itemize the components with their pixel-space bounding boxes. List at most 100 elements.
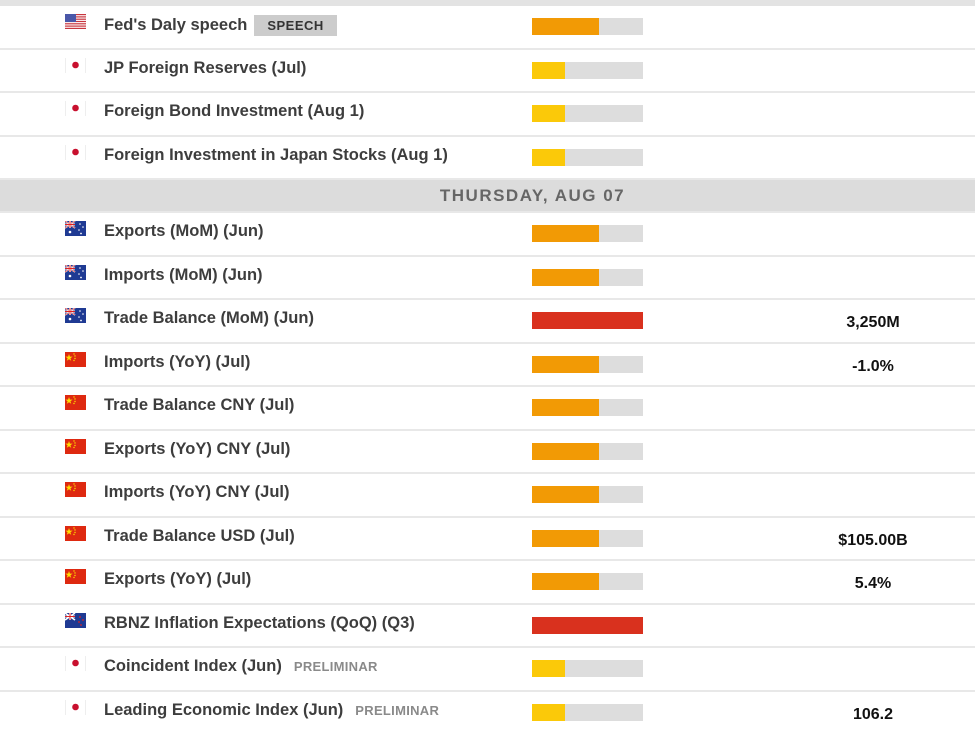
event-title-wrap: Imports (YoY) (Jul) bbox=[104, 353, 250, 372]
event-value: $105.00B bbox=[838, 531, 908, 549]
cn-flag-icon bbox=[65, 438, 86, 454]
impact-meter-medium bbox=[532, 573, 643, 590]
impact-meter-medium bbox=[532, 399, 643, 416]
date-header-label: THURSDAY, AUG 07 bbox=[439, 186, 626, 205]
nz-flag-icon bbox=[64, 611, 86, 628]
event-title[interactable]: Foreign Investment in Japan Stocks (Aug … bbox=[104, 145, 448, 164]
event-title[interactable]: Fed's Daly speech bbox=[104, 16, 248, 34]
impact-meter-low bbox=[532, 105, 643, 122]
impact-meter-fill bbox=[532, 529, 599, 547]
event-row[interactable]: Imports (MoM) (Jun) bbox=[0, 256, 975, 300]
event-row[interactable]: Trade Balance USD (Jul) $105.00B bbox=[0, 517, 975, 561]
jp-flag-icon bbox=[65, 101, 86, 116]
event-row[interactable]: Leading Economic Index (Jun) PRELIMINAR … bbox=[0, 691, 975, 732]
us-flag-icon bbox=[65, 14, 86, 29]
impact-meter-fill bbox=[532, 616, 643, 634]
event-title[interactable]: Foreign Bond Investment (Aug 1) bbox=[104, 102, 365, 120]
event-value: 5.4% bbox=[854, 575, 892, 592]
event-row[interactable]: RBNZ Inflation Expectations (QoQ) (Q3) bbox=[0, 604, 975, 648]
cn-flag-icon bbox=[65, 482, 86, 497]
event-row[interactable]: Exports (MoM) (Jun) bbox=[0, 213, 975, 257]
jp-flag-icon bbox=[65, 656, 86, 671]
impact-meter-medium bbox=[532, 268, 643, 286]
jp-flag-icon bbox=[65, 699, 86, 715]
event-list-wednesday: Fed's Daly speech SPEECH JP Foreign Rese… bbox=[0, 6, 975, 180]
cn-flag-icon bbox=[65, 395, 86, 410]
cn-flag-icon bbox=[65, 525, 86, 541]
event-list-thursday: Exports (MoM) (Jun) Imports (MoM) (Jun) … bbox=[0, 213, 975, 732]
impact-meter-medium bbox=[532, 18, 643, 35]
event-title[interactable]: Trade Balance CNY (Jul) bbox=[104, 396, 295, 414]
event-title-wrap: Coincident Index (Jun) PRELIMINAR bbox=[104, 657, 378, 676]
impact-meter-fill bbox=[532, 399, 599, 416]
event-title-wrap: Trade Balance (MoM) (Jun) bbox=[104, 309, 314, 328]
impact-meter-fill bbox=[532, 105, 566, 122]
preliminary-badge: PRELIMINAR bbox=[293, 659, 378, 674]
event-title[interactable]: Exports (YoY) (Jul) bbox=[104, 570, 252, 588]
event-value: 106.2 bbox=[852, 705, 894, 723]
event-title[interactable]: RBNZ Inflation Expectations (QoQ) (Q3) bbox=[104, 613, 415, 632]
impact-meter-fill bbox=[532, 703, 566, 721]
impact-meter-low bbox=[532, 148, 643, 166]
event-row[interactable]: Imports (YoY) CNY (Jul) bbox=[0, 474, 975, 518]
event-row[interactable]: Exports (YoY) (Jul) 5.4% bbox=[0, 561, 975, 605]
impact-meter-medium bbox=[532, 355, 643, 373]
event-row[interactable]: Foreign Investment in Japan Stocks (Aug … bbox=[0, 136, 975, 180]
impact-meter-high bbox=[532, 616, 643, 634]
event-title[interactable]: JP Foreign Reserves (Jul) bbox=[104, 58, 307, 77]
date-header: THURSDAY, AUG 07 bbox=[0, 180, 975, 213]
event-title[interactable]: Imports (YoY) CNY (Jul) bbox=[104, 483, 290, 501]
impact-meter-low bbox=[532, 660, 643, 677]
event-title[interactable]: Coincident Index (Jun) bbox=[104, 657, 282, 675]
event-title-wrap: RBNZ Inflation Expectations (QoQ) (Q3) bbox=[104, 614, 415, 633]
au-flag-icon bbox=[64, 307, 86, 323]
event-title-wrap: Foreign Bond Investment (Aug 1) bbox=[104, 102, 364, 121]
event-title[interactable]: Exports (MoM) (Jun) bbox=[104, 222, 264, 240]
impact-meter-fill bbox=[532, 268, 599, 286]
event-title-wrap: Fed's Daly speech SPEECH bbox=[104, 15, 337, 36]
event-title[interactable]: Trade Balance (MoM) (Jun) bbox=[104, 309, 314, 327]
jp-flag-icon bbox=[65, 144, 86, 160]
event-title-wrap: Exports (YoY) CNY (Jul) bbox=[104, 440, 290, 459]
event-title[interactable]: Trade Balance USD (Jul) bbox=[104, 526, 295, 545]
event-row[interactable]: JP Foreign Reserves (Jul) bbox=[0, 49, 975, 93]
impact-meter-medium bbox=[532, 486, 643, 503]
event-title-wrap: Trade Balance CNY (Jul) bbox=[104, 396, 294, 415]
event-row[interactable]: Foreign Bond Investment (Aug 1) bbox=[0, 93, 975, 137]
au-flag-icon bbox=[64, 263, 86, 280]
event-row[interactable]: Imports (YoY) (Jul) -1.0% bbox=[0, 343, 975, 387]
event-row[interactable]: Trade Balance (MoM) (Jun) 3,250M bbox=[0, 300, 975, 344]
preliminary-badge: PRELIMINAR bbox=[355, 702, 440, 718]
event-row[interactable]: Fed's Daly speech SPEECH bbox=[0, 6, 975, 50]
event-title[interactable]: Imports (YoY) (Jul) bbox=[104, 352, 251, 371]
event-title-wrap: Leading Economic Index (Jun) PRELIMINAR bbox=[104, 701, 439, 720]
event-value: -1.0% bbox=[852, 357, 894, 375]
impact-meter-fill bbox=[532, 312, 643, 329]
impact-meter-fill bbox=[532, 660, 566, 677]
event-row[interactable]: Trade Balance CNY (Jul) bbox=[0, 387, 975, 431]
event-title-wrap: Foreign Investment in Japan Stocks (Aug … bbox=[104, 146, 448, 165]
impact-meter-low bbox=[532, 61, 643, 79]
event-title-wrap: JP Foreign Reserves (Jul) bbox=[104, 59, 306, 78]
impact-meter-medium bbox=[532, 529, 643, 547]
impact-meter-fill bbox=[532, 573, 599, 590]
event-title[interactable]: Leading Economic Index (Jun) bbox=[104, 700, 344, 719]
cn-flag-icon bbox=[65, 569, 86, 584]
impact-meter-low bbox=[532, 703, 643, 721]
impact-meter-medium bbox=[532, 442, 643, 460]
event-title[interactable]: Exports (YoY) CNY (Jul) bbox=[104, 439, 291, 458]
event-row[interactable]: Exports (YoY) CNY (Jul) bbox=[0, 430, 975, 474]
event-title-wrap: Exports (MoM) (Jun) bbox=[104, 222, 263, 241]
event-title-wrap: Imports (YoY) CNY (Jul) bbox=[104, 483, 289, 502]
event-title-wrap: Imports (MoM) (Jun) bbox=[104, 266, 263, 285]
impact-meter-fill bbox=[532, 61, 566, 79]
event-row[interactable]: Coincident Index (Jun) PRELIMINAR bbox=[0, 648, 975, 692]
impact-meter-fill bbox=[532, 486, 599, 503]
event-title[interactable]: Imports (MoM) (Jun) bbox=[104, 265, 263, 284]
cn-flag-icon bbox=[65, 351, 86, 367]
impact-meter-fill bbox=[532, 442, 599, 460]
event-title-wrap: Exports (YoY) (Jul) bbox=[104, 570, 251, 589]
impact-meter-fill bbox=[532, 355, 599, 373]
top-strip bbox=[0, 0, 975, 6]
impact-meter-medium bbox=[532, 225, 643, 242]
